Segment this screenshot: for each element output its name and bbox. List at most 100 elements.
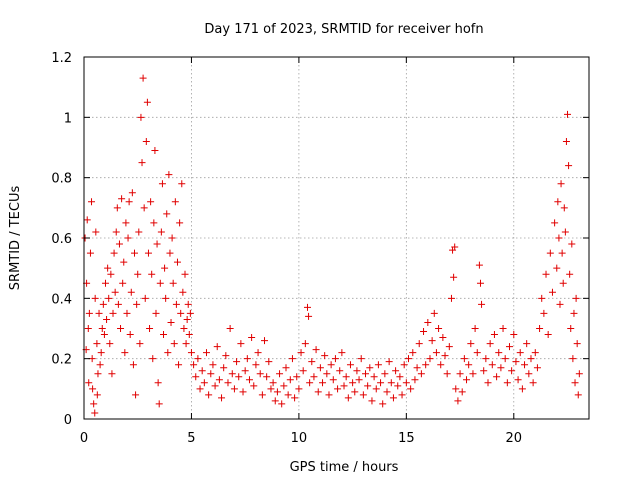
data-point bbox=[117, 325, 125, 332]
data-point bbox=[186, 309, 194, 317]
data-point bbox=[187, 349, 195, 357]
data-point bbox=[243, 355, 251, 363]
data-point bbox=[245, 376, 253, 384]
data-point bbox=[113, 204, 121, 212]
data-point bbox=[340, 382, 348, 390]
data-point bbox=[157, 228, 165, 236]
data-point bbox=[308, 358, 316, 366]
data-point bbox=[179, 288, 187, 296]
data-point bbox=[89, 385, 97, 393]
data-point bbox=[211, 382, 219, 390]
data-point bbox=[499, 325, 507, 332]
data-point bbox=[349, 379, 357, 387]
data-point bbox=[323, 370, 331, 378]
data-point bbox=[124, 234, 132, 242]
data-point bbox=[554, 198, 562, 206]
data-point bbox=[359, 391, 367, 399]
data-point bbox=[420, 328, 428, 336]
data-point bbox=[106, 340, 114, 348]
data-point bbox=[463, 376, 471, 384]
data-point bbox=[338, 349, 346, 357]
data-point bbox=[291, 394, 299, 402]
data-point bbox=[555, 234, 563, 242]
data-point bbox=[165, 171, 173, 179]
data-point bbox=[207, 370, 215, 378]
data-point bbox=[316, 364, 324, 372]
x-tick-label: 5 bbox=[187, 431, 195, 446]
data-point bbox=[184, 300, 192, 308]
data-point bbox=[172, 300, 180, 308]
data-point bbox=[567, 325, 575, 332]
data-point bbox=[299, 367, 307, 375]
data-point bbox=[426, 355, 434, 363]
data-point bbox=[198, 367, 206, 375]
data-point bbox=[424, 318, 432, 326]
data-point bbox=[128, 189, 136, 197]
x-tick-label: 15 bbox=[398, 431, 415, 446]
data-point bbox=[182, 340, 190, 348]
data-point bbox=[488, 361, 496, 369]
data-point bbox=[91, 409, 99, 417]
data-point bbox=[497, 364, 505, 372]
data-point bbox=[525, 370, 533, 378]
data-point bbox=[564, 110, 572, 118]
data-point bbox=[452, 385, 460, 393]
data-point bbox=[514, 376, 522, 384]
data-point bbox=[220, 364, 228, 372]
data-point bbox=[169, 279, 177, 287]
data-point bbox=[357, 355, 365, 363]
data-point bbox=[490, 331, 498, 339]
data-point bbox=[151, 147, 159, 155]
data-point bbox=[303, 303, 311, 311]
data-point bbox=[428, 337, 436, 345]
data-point bbox=[248, 334, 256, 342]
data-point bbox=[109, 309, 117, 317]
data-point bbox=[351, 388, 359, 396]
data-point bbox=[312, 346, 320, 354]
data-point bbox=[254, 349, 262, 357]
data-point bbox=[215, 376, 223, 384]
data-point bbox=[126, 331, 134, 339]
grid-lines bbox=[84, 57, 589, 419]
data-point bbox=[111, 288, 119, 296]
data-point bbox=[559, 279, 567, 287]
data-point bbox=[200, 379, 208, 387]
data-point bbox=[553, 264, 561, 272]
data-point bbox=[370, 373, 378, 381]
data-point bbox=[84, 325, 92, 332]
data-point bbox=[573, 340, 581, 348]
data-point bbox=[132, 391, 140, 399]
data-point bbox=[118, 195, 126, 203]
data-point bbox=[148, 270, 156, 278]
data-point bbox=[224, 379, 232, 387]
data-point bbox=[508, 367, 516, 375]
data-point bbox=[280, 382, 288, 390]
data-point bbox=[562, 137, 570, 145]
data-point bbox=[570, 309, 578, 317]
data-point bbox=[286, 376, 294, 384]
data-point bbox=[90, 400, 98, 408]
data-point bbox=[486, 340, 494, 348]
y-tick-label: 0.4 bbox=[51, 292, 72, 307]
data-point bbox=[267, 385, 275, 393]
data-point bbox=[176, 219, 184, 227]
data-point bbox=[131, 249, 138, 257]
data-point bbox=[230, 385, 238, 393]
data-point bbox=[269, 379, 277, 387]
data-point bbox=[364, 382, 372, 390]
data-point bbox=[171, 198, 179, 206]
data-point bbox=[575, 370, 583, 378]
data-point bbox=[385, 358, 393, 366]
data-point bbox=[521, 361, 529, 369]
data-point bbox=[202, 349, 210, 357]
data-point bbox=[321, 352, 329, 360]
data-point bbox=[250, 382, 258, 390]
data-point bbox=[226, 325, 234, 332]
data-point bbox=[417, 370, 425, 378]
data-point bbox=[288, 355, 296, 363]
data-point bbox=[155, 400, 163, 408]
data-point bbox=[344, 394, 352, 402]
data-point bbox=[569, 355, 577, 363]
data-point bbox=[265, 358, 273, 366]
